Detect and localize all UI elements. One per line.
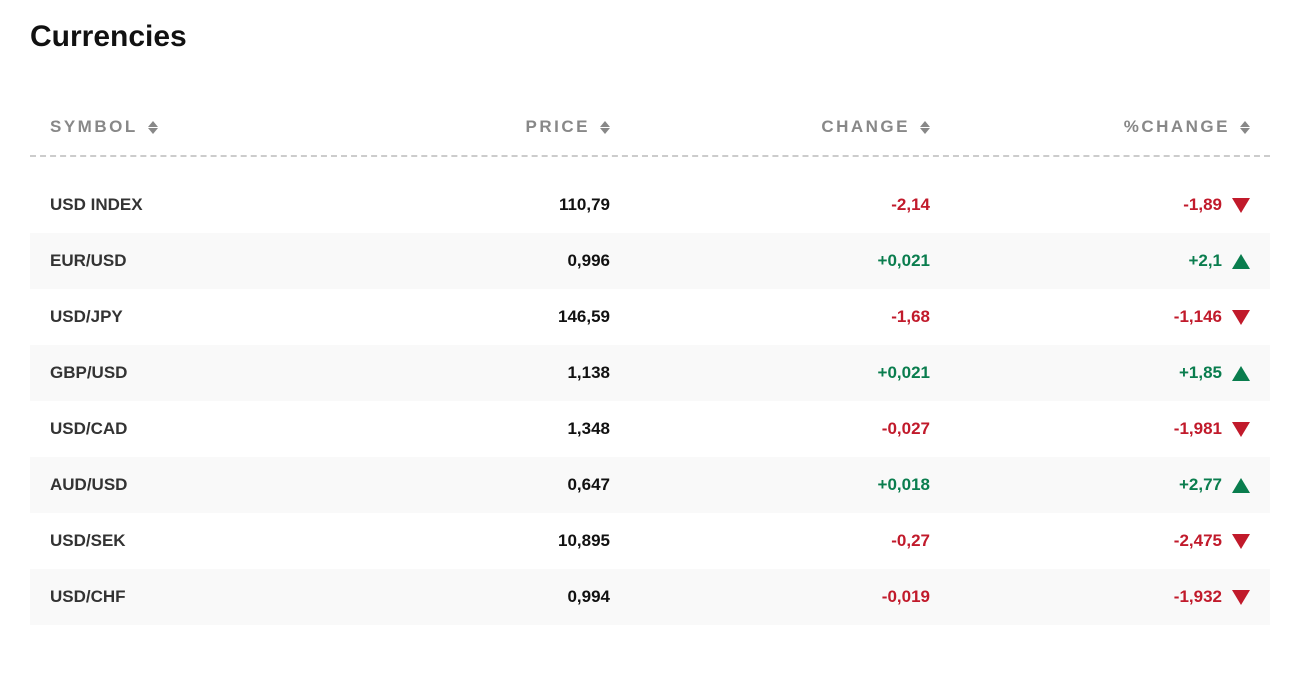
cell-change: +0,021 — [610, 251, 930, 271]
sort-icon — [920, 121, 930, 134]
table-body: USD INDEX110,79-2,14-1,89EUR/USD0,996+0,… — [30, 177, 1270, 625]
cell-change: -0,027 — [610, 419, 930, 439]
cell-symbol: USD/JPY — [50, 307, 350, 327]
col-header-symbol[interactable]: SYMBOL — [50, 117, 350, 137]
triangle-up-icon — [1232, 478, 1250, 493]
triangle-down-icon — [1232, 422, 1250, 437]
cell-pct-change: +2,77 — [930, 475, 1250, 495]
cell-price: 10,895 — [350, 531, 610, 551]
sort-icon — [148, 121, 158, 134]
cell-price: 0,994 — [350, 587, 610, 607]
table-row[interactable]: EUR/USD0,996+0,021 +2,1 — [30, 233, 1270, 289]
sort-icon — [600, 121, 610, 134]
pct-change-value: -1,981 — [1174, 419, 1222, 439]
table-row[interactable]: USD/JPY146,59-1,68 -1,146 — [30, 289, 1270, 345]
pct-change-value: +2,77 — [1179, 475, 1222, 495]
col-header-change[interactable]: CHANGE — [610, 117, 930, 137]
cell-pct-change: -1,89 — [930, 195, 1250, 215]
sort-up-icon — [1240, 121, 1250, 127]
triangle-down-icon — [1232, 310, 1250, 325]
col-header-pct-change-label: %CHANGE — [1124, 117, 1230, 137]
triangle-down-icon — [1232, 590, 1250, 605]
cell-change: +0,021 — [610, 363, 930, 383]
cell-price: 1,348 — [350, 419, 610, 439]
col-header-price[interactable]: PRICE — [350, 117, 610, 137]
sort-down-icon — [600, 128, 610, 134]
pct-change-value: -1,146 — [1174, 307, 1222, 327]
table-row[interactable]: USD/CHF0,994-0,019 -1,932 — [30, 569, 1270, 625]
sort-down-icon — [1240, 128, 1250, 134]
pct-change-value: +1,85 — [1179, 363, 1222, 383]
cell-pct-change: -1,146 — [930, 307, 1250, 327]
table-row[interactable]: USD INDEX110,79-2,14 -1,89 — [30, 177, 1270, 233]
triangle-up-icon — [1232, 254, 1250, 269]
sort-down-icon — [148, 128, 158, 134]
table-row[interactable]: AUD/USD0,647+0,018 +2,77 — [30, 457, 1270, 513]
table-row[interactable]: USD/SEK10,895-0,27 -2,475 — [30, 513, 1270, 569]
currencies-table: SYMBOL PRICE CHANGE — [30, 99, 1270, 625]
cell-symbol: USD/SEK — [50, 531, 350, 551]
cell-change: -0,27 — [610, 531, 930, 551]
cell-pct-change: +2,1 — [930, 251, 1250, 271]
cell-price: 146,59 — [350, 307, 610, 327]
cell-price: 1,138 — [350, 363, 610, 383]
cell-pct-change: -2,475 — [930, 531, 1250, 551]
triangle-up-icon — [1232, 366, 1250, 381]
currencies-widget: Currencies SYMBOL PRICE CHANGE — [0, 0, 1300, 625]
sort-up-icon — [600, 121, 610, 127]
col-header-pct-change[interactable]: %CHANGE — [930, 117, 1250, 137]
triangle-down-icon — [1232, 198, 1250, 213]
cell-price: 0,996 — [350, 251, 610, 271]
pct-change-value: -1,932 — [1174, 587, 1222, 607]
cell-price: 0,647 — [350, 475, 610, 495]
cell-change: -0,019 — [610, 587, 930, 607]
cell-symbol: USD/CAD — [50, 419, 350, 439]
cell-symbol: USD/CHF — [50, 587, 350, 607]
cell-symbol: AUD/USD — [50, 475, 350, 495]
pct-change-value: +2,1 — [1188, 251, 1222, 271]
table-header-row: SYMBOL PRICE CHANGE — [30, 99, 1270, 157]
cell-symbol: EUR/USD — [50, 251, 350, 271]
cell-price: 110,79 — [350, 195, 610, 215]
triangle-down-icon — [1232, 534, 1250, 549]
sort-up-icon — [148, 121, 158, 127]
cell-change: -2,14 — [610, 195, 930, 215]
col-header-price-label: PRICE — [526, 117, 590, 137]
cell-change: +0,018 — [610, 475, 930, 495]
cell-change: -1,68 — [610, 307, 930, 327]
table-row[interactable]: USD/CAD1,348-0,027 -1,981 — [30, 401, 1270, 457]
col-header-symbol-label: SYMBOL — [50, 117, 138, 137]
page-title: Currencies — [30, 20, 1270, 54]
cell-pct-change: +1,85 — [930, 363, 1250, 383]
cell-pct-change: -1,932 — [930, 587, 1250, 607]
sort-up-icon — [920, 121, 930, 127]
col-header-change-label: CHANGE — [821, 117, 910, 137]
sort-down-icon — [920, 128, 930, 134]
pct-change-value: -2,475 — [1174, 531, 1222, 551]
sort-icon — [1240, 121, 1250, 134]
cell-symbol: USD INDEX — [50, 195, 350, 215]
cell-pct-change: -1,981 — [930, 419, 1250, 439]
pct-change-value: -1,89 — [1183, 195, 1222, 215]
table-row[interactable]: GBP/USD1,138+0,021 +1,85 — [30, 345, 1270, 401]
cell-symbol: GBP/USD — [50, 363, 350, 383]
